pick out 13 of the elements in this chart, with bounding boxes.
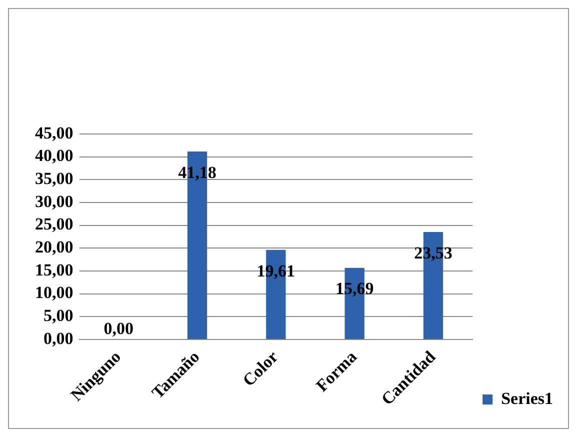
y-tick-label: 35,00: [35, 169, 74, 188]
y-tick-label: 5,00: [44, 306, 74, 326]
y-tick-label: 45,00: [35, 123, 74, 142]
y-tick-label: 15,00: [35, 260, 74, 280]
y-tick-label: 10,00: [35, 283, 74, 302]
y-tick-label: 0,00: [44, 328, 74, 348]
legend-label: Series1: [501, 388, 554, 408]
y-tick-label: 25,00: [35, 214, 74, 234]
y-tick-label: 30,00: [35, 192, 74, 211]
data-label: 0,00: [104, 318, 134, 338]
y-tick-label: 40,00: [35, 146, 74, 166]
y-tick-label: 20,00: [35, 238, 74, 257]
data-label: 19,61: [256, 261, 296, 280]
